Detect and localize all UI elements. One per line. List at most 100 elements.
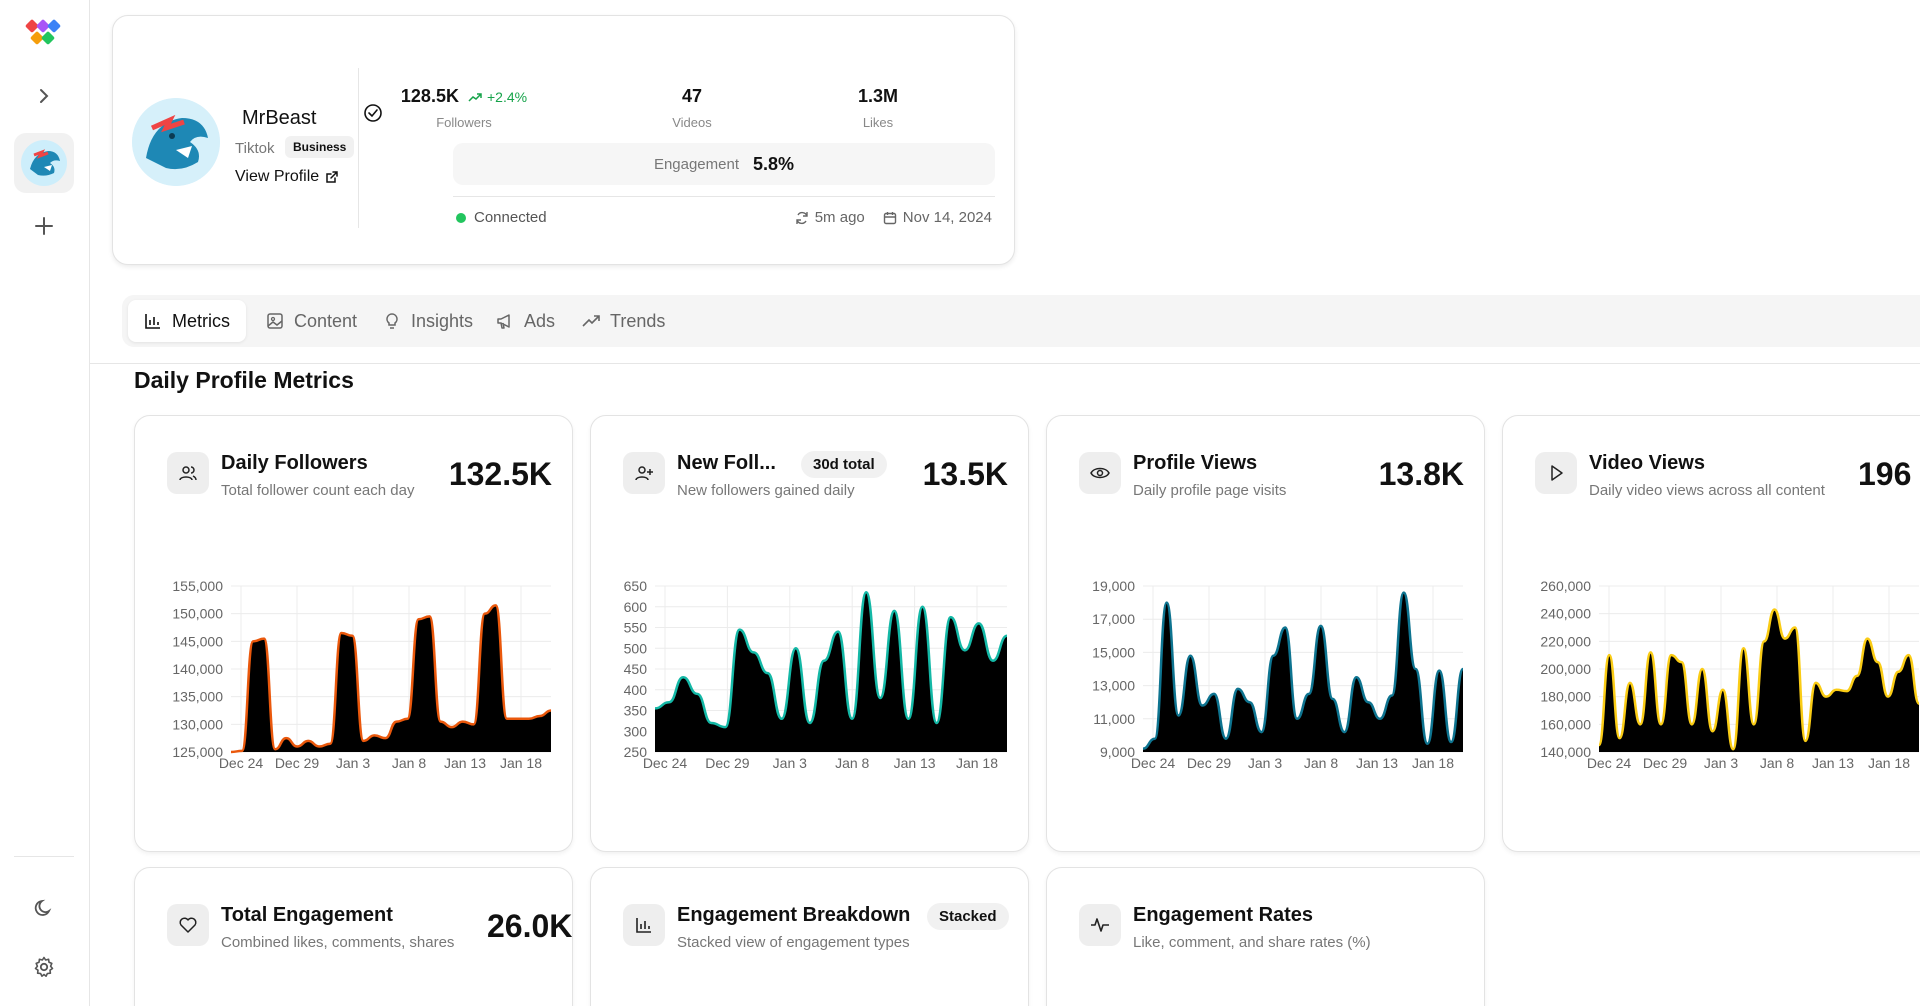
tab-ads[interactable]: Ads <box>480 300 571 342</box>
followers-growth: +2.4% <box>486 89 528 105</box>
y-tick-label: 11,000 <box>1093 711 1135 727</box>
y-tick-label: 140,000 <box>172 661 223 677</box>
x-tick-label: Jan 3 <box>1248 755 1282 771</box>
y-tick-label: 240,000 <box>1540 606 1591 622</box>
expand-sidebar-button[interactable] <box>14 66 74 126</box>
x-tick-label: Dec 24 <box>219 755 264 771</box>
card-daily-followers: Daily Followers Total follower count eac… <box>134 415 573 852</box>
tab-metrics[interactable]: Metrics <box>128 300 246 342</box>
card-title: Engagement Breakdown <box>677 904 911 926</box>
card-subtitle: Total follower count each day <box>221 482 415 499</box>
video-views-line <box>1597 608 1920 751</box>
sidebar-divider <box>14 856 74 857</box>
y-tick-label: 130,000 <box>172 716 223 732</box>
x-tick-label: Dec 29 <box>705 755 750 771</box>
x-tick-label: Dec 29 <box>275 755 320 771</box>
last-sync[interactable]: 5m ago <box>795 209 865 226</box>
tab-trends[interactable]: Trends <box>566 300 681 342</box>
x-tick-label: Jan 8 <box>1304 755 1338 771</box>
y-tick-label: 135,000 <box>172 689 223 705</box>
card-title: Profile Views <box>1133 452 1258 474</box>
x-tick-label: Jan 13 <box>894 755 936 771</box>
engagement-summary: Engagement 5.8% <box>453 143 995 185</box>
y-tick-label: 150,000 <box>172 606 223 622</box>
gear-icon <box>34 956 54 977</box>
y-tick-label: 125,000 <box>172 744 223 760</box>
x-tick-label: Jan 18 <box>1868 755 1910 771</box>
eye-icon <box>1090 467 1110 479</box>
connection-status-text: Connected <box>474 209 547 226</box>
theme-toggle-button[interactable] <box>14 878 74 938</box>
connection-status: Connected <box>456 209 547 226</box>
verified-badge-icon <box>364 104 382 122</box>
view-profile-link[interactable]: View Profile <box>235 168 339 186</box>
trending-up-icon <box>582 315 600 327</box>
bar-chart-icon <box>636 918 651 933</box>
add-account-button[interactable] <box>14 196 74 256</box>
x-tick-label: Jan 18 <box>956 755 998 771</box>
connected-date-text: Nov 14, 2024 <box>902 209 992 226</box>
tab-label: Metrics <box>172 310 230 331</box>
x-tick-label: Dec 24 <box>643 755 688 771</box>
card-icon <box>1079 904 1121 946</box>
tab-label: Ads <box>524 310 556 331</box>
connected-date: Nov 14, 2024 <box>883 209 992 226</box>
card-subtitle: Daily profile page visits <box>1133 482 1287 499</box>
engagement-value: 5.8% <box>753 153 795 174</box>
y-tick-label: 350 <box>624 703 648 719</box>
calendar-icon <box>883 211 896 224</box>
y-tick-label: 19,000 <box>1092 578 1135 594</box>
y-tick-label: 15,000 <box>1092 644 1135 660</box>
trending-up-icon <box>468 93 482 102</box>
tab-label: Insights <box>411 310 474 331</box>
account-avatar-button[interactable] <box>14 133 74 193</box>
followers-label: Followers <box>436 115 492 130</box>
card-icon <box>1535 452 1577 494</box>
profile-platform: Tiktok <box>235 140 275 157</box>
card-icon <box>623 452 665 494</box>
profile-avatar <box>132 98 220 186</box>
x-tick-label: Jan 13 <box>1356 755 1398 771</box>
y-tick-label: 180,000 <box>1540 689 1591 705</box>
card-subtitle: Like, comment, and share rates (%) <box>1133 934 1371 951</box>
app-logo[interactable] <box>14 4 74 64</box>
chevron-right-icon <box>40 89 49 103</box>
plus-icon <box>35 217 53 235</box>
x-tick-label: Dec 24 <box>1131 755 1176 771</box>
tab-content[interactable]: Content <box>250 300 373 342</box>
tabs-bar: Metrics Content Insights Ads Trends <box>122 295 1920 347</box>
card-value: 196 <box>1858 456 1912 492</box>
y-tick-label: 17,000 <box>1092 611 1135 627</box>
tab-insights[interactable]: Insights <box>367 300 489 342</box>
avatar <box>21 140 67 186</box>
videos-label: Videos <box>672 115 712 130</box>
card-subtitle: Daily video views across all content <box>1589 482 1825 499</box>
profile-name: MrBeast <box>242 107 317 129</box>
card-engagement-rates: Engagement Rates Like, comment, and shar… <box>1046 867 1485 1006</box>
card-title: Daily Followers <box>221 452 368 474</box>
card-icon <box>623 904 665 946</box>
x-tick-label: Dec 24 <box>1587 755 1632 771</box>
refresh-icon <box>796 211 808 224</box>
y-tick-label: 450 <box>624 661 648 677</box>
x-tick-label: Jan 13 <box>1812 755 1854 771</box>
y-tick-label: 300 <box>624 723 648 739</box>
likes-value: 1.3M <box>857 86 899 106</box>
card-icon <box>167 904 209 946</box>
card-subtitle: New followers gained daily <box>677 482 855 499</box>
x-tick-label: Dec 29 <box>1643 755 1688 771</box>
x-tick-label: Jan 8 <box>392 755 426 771</box>
x-tick-label: Jan 3 <box>773 755 807 771</box>
settings-button[interactable] <box>14 937 74 997</box>
videos-value: 47 <box>681 86 703 106</box>
card-subtitle: Combined likes, comments, shares <box>221 934 455 951</box>
card-badge: 30d total <box>801 451 887 478</box>
videos-stat: 47 Videos <box>617 86 767 130</box>
last-sync-text: 5m ago <box>814 209 865 226</box>
logo-icon <box>25 19 61 45</box>
card-title: Total Engagement <box>221 904 393 926</box>
card-icon <box>167 452 209 494</box>
play-icon <box>1551 465 1563 481</box>
